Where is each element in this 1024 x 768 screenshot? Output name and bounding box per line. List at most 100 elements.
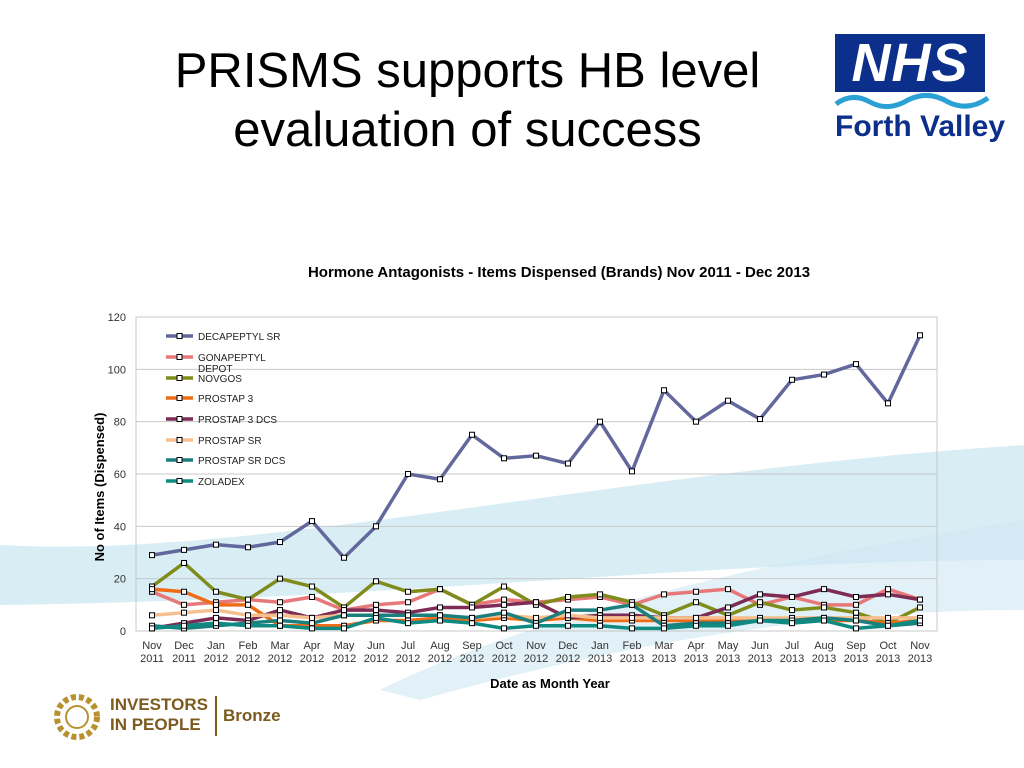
chart-title: Hormone Antagonists - Items Dispensed (B… (308, 264, 810, 281)
x-tick-label: Jul (401, 640, 415, 652)
data-point (213, 620, 219, 627)
data-point (789, 376, 795, 383)
x-tick-label: Sep (846, 640, 866, 652)
data-point (437, 617, 443, 624)
data-point (565, 622, 571, 629)
data-point (661, 614, 667, 621)
data-point (213, 588, 219, 595)
y-tick-label: 60 (114, 469, 126, 481)
legend-item: PROSTAP SR (166, 436, 262, 447)
legend-marker (176, 395, 183, 401)
x-tick-label: Jun (751, 640, 769, 652)
x-tick-label: Feb (239, 640, 258, 652)
data-point (149, 625, 155, 632)
y-tick-label: 0 (120, 626, 126, 638)
data-point (437, 476, 443, 483)
data-point (181, 601, 187, 608)
x-tick-label: Aug (814, 640, 834, 652)
legend-label: GONAPEPTYL (198, 353, 266, 364)
data-point (213, 601, 219, 608)
data-point (917, 604, 923, 611)
data-point (853, 601, 859, 608)
x-tick-label: 2013 (652, 653, 676, 665)
data-point (405, 612, 411, 619)
x-tick-label: Jan (591, 640, 609, 652)
x-tick-label: 2013 (684, 653, 708, 665)
legend-label: DECAPEPTYL SR (198, 332, 280, 343)
data-point (405, 471, 411, 477)
data-point (149, 612, 155, 619)
x-tick-label: Feb (623, 640, 642, 652)
legend-marker (176, 437, 183, 443)
data-point (661, 625, 667, 632)
y-tick-label: 120 (108, 312, 126, 324)
data-point (629, 614, 635, 621)
data-point (277, 599, 283, 606)
x-tick-label: Apr (303, 640, 320, 652)
x-tick-label: Oct (495, 640, 512, 652)
x-tick-label: 2012 (236, 653, 260, 665)
x-tick-label: 2013 (780, 653, 804, 665)
x-tick-label: Dec (174, 640, 194, 652)
data-point (789, 593, 795, 600)
data-point (405, 620, 411, 627)
x-tick-label: Mar (655, 640, 674, 652)
x-tick-label: 2013 (876, 653, 900, 665)
data-point (725, 622, 731, 629)
x-tick-label: Nov (526, 640, 546, 652)
x-tick-label: 2012 (204, 653, 228, 665)
data-point (533, 599, 539, 606)
legend-marker (176, 416, 183, 422)
nhs-logo-name: Forth Valley (835, 110, 1006, 143)
data-point (565, 460, 571, 467)
data-point (277, 575, 283, 582)
x-tick-label: Jan (207, 640, 225, 652)
data-point (725, 614, 731, 621)
x-tick-label: Jul (785, 640, 799, 652)
x-tick-label: 2013 (588, 653, 612, 665)
data-point (757, 617, 763, 624)
data-point (501, 609, 507, 616)
investors-level: Bronze (223, 706, 281, 725)
data-point (821, 586, 827, 593)
x-tick-label: Sep (462, 640, 482, 652)
legend-item: DECAPEPTYL SR (166, 332, 280, 343)
data-point (693, 614, 699, 621)
slide-title: PRISMS supports HB level evaluation of s… (174, 44, 761, 157)
data-point (181, 559, 187, 566)
investors-line-2: IN PEOPLE (110, 715, 201, 734)
data-point (693, 599, 699, 606)
data-point (725, 397, 731, 404)
x-tick-label: 2012 (524, 653, 548, 665)
data-point (309, 614, 315, 621)
x-tick-label: 2012 (556, 653, 580, 665)
laurel-wreath-icon (54, 694, 100, 740)
x-tick-labels: Nov2011Dec2011Jan2012Feb2012Mar2012Apr20… (140, 640, 932, 665)
data-point (245, 596, 251, 603)
legend-label: PROSTAP SR DCS (198, 456, 286, 467)
x-tick-label: Jun (367, 640, 385, 652)
x-tick-label: 2012 (332, 653, 356, 665)
legend-label: ZOLADEX (198, 477, 245, 488)
x-tick-label: Mar (271, 640, 290, 652)
data-point (853, 625, 859, 632)
data-point (501, 601, 507, 608)
legend-label: NOVGOS (198, 374, 242, 385)
data-point (149, 586, 155, 593)
data-point (789, 607, 795, 614)
legend-item: PROSTAP SR DCS (166, 456, 286, 467)
legend-label: PROSTAP SR (198, 436, 262, 447)
x-tick-label: 2012 (364, 653, 388, 665)
data-point (565, 593, 571, 600)
swoosh-shape (0, 445, 1024, 605)
data-point (853, 361, 859, 368)
data-point (181, 546, 187, 553)
data-point (501, 596, 507, 603)
plot-border (135, 316, 938, 632)
legend-marker (176, 457, 183, 463)
data-point (373, 607, 379, 614)
x-tick-label: 2012 (300, 653, 324, 665)
data-point (437, 604, 443, 611)
